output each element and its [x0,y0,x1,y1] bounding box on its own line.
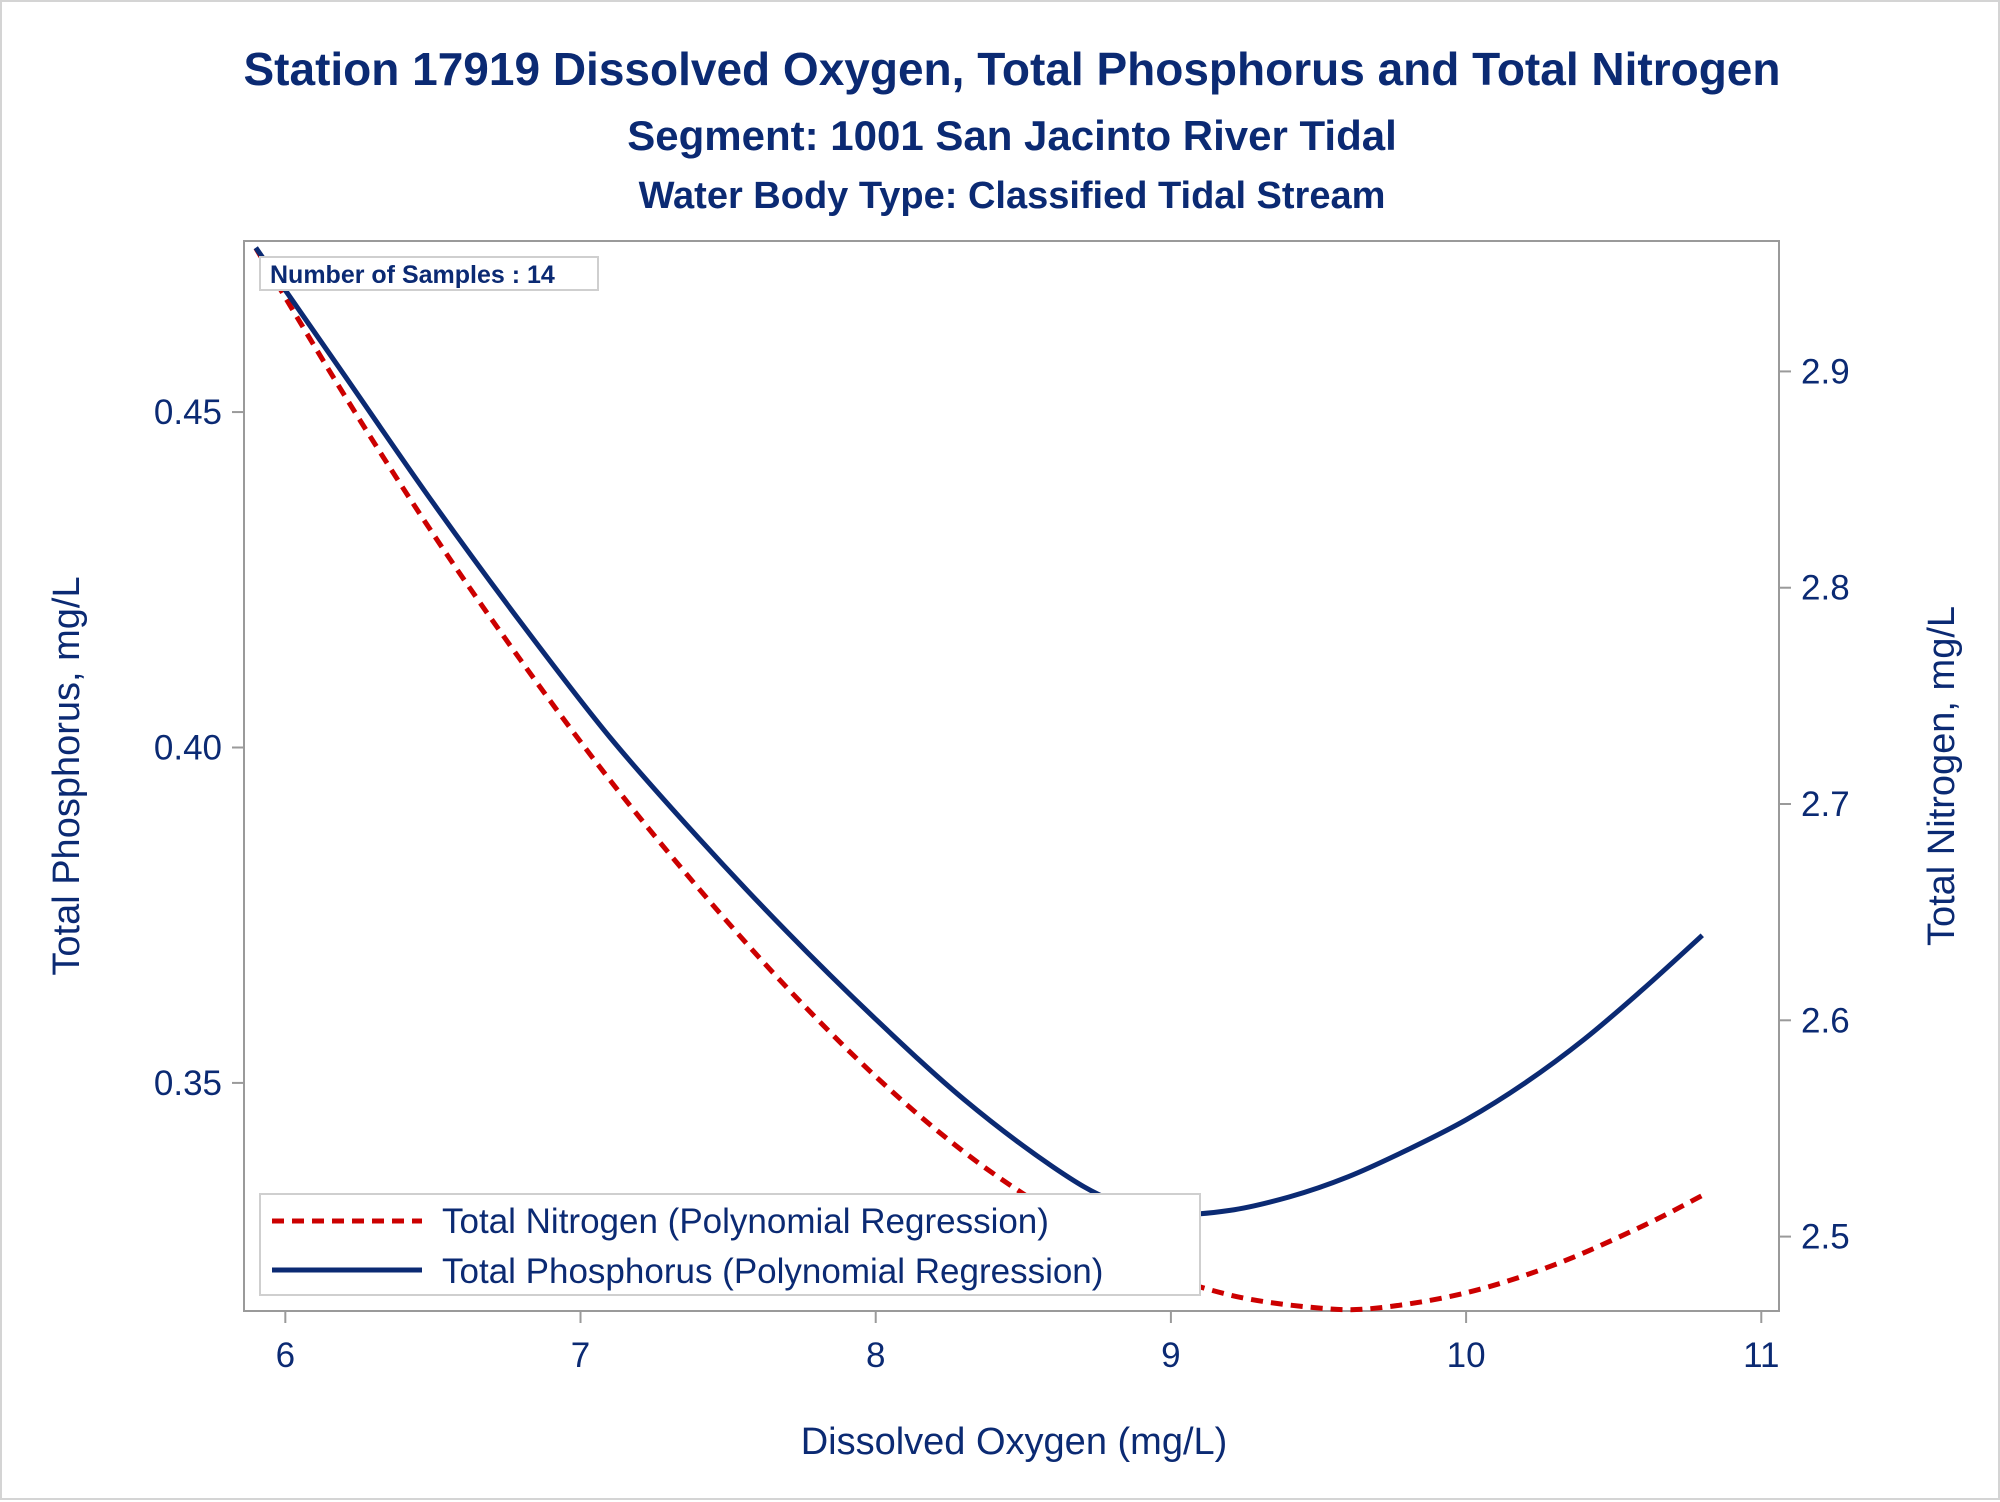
x-tick-label: 6 [276,1336,295,1375]
y-left-tick-label: 0.40 [154,728,222,767]
x-tick-label: 9 [1161,1336,1180,1375]
x-tick-label: 7 [571,1336,590,1375]
y-right-tick-label: 2.6 [1801,1001,1850,1040]
sample-count-inset: Number of Samples : 14 [259,256,599,291]
y-right-tick-label: 2.5 [1801,1218,1850,1257]
plot-area [243,240,1780,1312]
legend-label-phosphorus: Total Phosphorus (Polynomial Regression) [442,1252,1103,1291]
y-left-axis-label: Total Phosphorus, mg/L [46,576,88,975]
chart-subtitle-2: Water Body Type: Classified Tidal Stream [639,175,1386,217]
series-line-total-nitrogen [253,246,1704,1313]
y-left-tick-label: 0.45 [154,393,222,432]
x-tick-label: 10 [1447,1336,1486,1375]
x-tick-label: 8 [866,1336,885,1375]
sample-count-box [259,256,599,291]
y-left-tick-label: 0.35 [154,1064,222,1103]
x-axis-ticks: 6 7 8 9 10 11 [276,1311,1779,1375]
legend-box [259,1193,1201,1296]
x-axis-label: Dissolved Oxygen (mg/L) [801,1421,1228,1463]
y-left-axis-ticks: 0.35 0.40 0.45 [154,393,244,1103]
x-tick-label: 11 [1743,1336,1779,1375]
chart-subtitle: Segment: 1001 San Jacinto River Tidal [627,112,1397,159]
y-right-tick-label: 2.8 [1801,569,1850,608]
series-line-total-phosphorus [253,246,1704,1217]
legend-label-nitrogen: Total Nitrogen (Polynomial Regression) [442,1202,1049,1241]
y-right-axis-label: Total Nitrogen, mg/L [1921,606,1963,946]
y-right-tick-label: 2.9 [1801,352,1850,391]
sample-count-label: Number of Samples : 14 [270,261,555,289]
y-right-axis-ticks: 2.5 2.6 2.7 2.8 2.9 [1779,352,1850,1257]
chart-title: Station 17919 Dissolved Oxygen, Total Ph… [243,43,1780,95]
y-right-tick-label: 2.7 [1801,785,1850,824]
series-layer [253,246,1704,1313]
legend: Total Nitrogen (Polynomial Regression) T… [259,1193,1201,1296]
